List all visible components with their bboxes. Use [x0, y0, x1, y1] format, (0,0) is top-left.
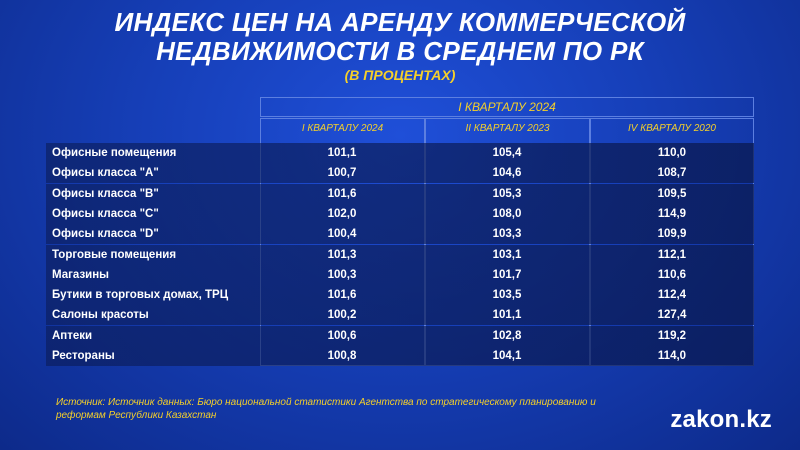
- source-note: Источник: Источник данных: Бюро национал…: [56, 396, 596, 422]
- row-value-col-1: 100,6: [327, 330, 357, 342]
- row-value-col-3: 110,0: [657, 147, 687, 159]
- table-row: [46, 285, 754, 305]
- row-value-col-2: 102,8: [492, 330, 522, 342]
- page-title: ИНДЕКС ЦЕН НА АРЕНДУ КОММЕРЧЕСКОЙ НЕДВИЖ…: [0, 8, 800, 66]
- source-line-2: реформам Республики Казахстан: [56, 410, 217, 421]
- column-header-1: I КВАРТАЛУ 2024: [301, 123, 384, 134]
- row-value-col-1: 100,7: [327, 167, 357, 179]
- row-value-col-2: 108,0: [492, 208, 522, 220]
- page-subtitle: (В ПРОЦЕНТАХ): [344, 67, 456, 83]
- table-row: [46, 163, 754, 183]
- row-value-col-3: 108,7: [657, 167, 687, 179]
- row-value-col-2: 101,1: [492, 309, 522, 321]
- row-label: Офисы класса "D": [52, 228, 159, 240]
- column-header-2: II КВАРТАЛУ 2023: [465, 123, 550, 134]
- group-header: I КВАРТАЛУ 2024: [260, 97, 754, 117]
- row-value-col-3: 109,5: [657, 188, 687, 200]
- row-label: Офисные помещения: [52, 147, 177, 159]
- row-label: Торговые помещения: [52, 249, 177, 261]
- row-value-col-3: 112,1: [657, 249, 687, 261]
- row-label: Магазины: [52, 269, 109, 281]
- row-value-col-1: 100,8: [327, 350, 357, 362]
- row-value-col-1: 100,3: [327, 269, 357, 281]
- row-value-col-3: 112,4: [657, 289, 687, 301]
- row-value-col-1: 101,1: [327, 147, 357, 159]
- row-value-col-3: 119,2: [657, 330, 687, 342]
- row-value-col-2: 104,6: [492, 167, 522, 179]
- table-row: [46, 305, 754, 325]
- row-value-col-3: 114,9: [657, 208, 687, 220]
- row-value-col-2: 101,7: [492, 269, 522, 281]
- table-row: [46, 143, 754, 163]
- row-value-col-3: 114,0: [657, 350, 687, 362]
- title-line-2: НЕДВИЖИМОСТИ В СРЕДНЕМ ПО РК: [156, 36, 644, 66]
- row-value-col-1: 101,3: [327, 249, 357, 261]
- row-value-col-3: 109,9: [657, 228, 687, 240]
- row-value-col-1: 102,0: [327, 208, 357, 220]
- row-label: Офисы класса "C": [52, 208, 159, 220]
- row-label: Рестораны: [52, 350, 115, 362]
- row-value-col-2: 105,4: [492, 147, 522, 159]
- row-label: Офисы класса "A": [52, 167, 159, 179]
- row-value-col-2: 103,3: [492, 228, 522, 240]
- row-label: Салоны красоты: [52, 309, 149, 321]
- row-value-col-3: 110,6: [657, 269, 687, 281]
- table-row: [46, 204, 754, 224]
- brand-logo: zakon.kz: [670, 406, 772, 433]
- row-value-col-3: 127,4: [657, 309, 687, 321]
- column-header-3: IV КВАРТАЛУ 2020: [628, 123, 716, 134]
- table-row: [46, 346, 754, 366]
- table-row: [46, 245, 754, 265]
- row-value-col-1: 100,4: [327, 228, 357, 240]
- row-value-col-1: 101,6: [327, 188, 357, 200]
- row-label: Бутики в торговых домах, ТРЦ: [52, 289, 229, 301]
- table-row: [46, 265, 754, 285]
- row-value-col-1: 100,2: [327, 309, 357, 321]
- row-value-col-2: 104,1: [492, 350, 522, 362]
- row-value-col-2: 105,3: [492, 188, 522, 200]
- table-row: [46, 224, 754, 244]
- table-row: [46, 184, 754, 204]
- row-value-col-1: 101,6: [327, 289, 357, 301]
- title-line-1: ИНДЕКС ЦЕН НА АРЕНДУ КОММЕРЧЕСКОЙ: [114, 7, 686, 37]
- table-row: [46, 326, 754, 346]
- row-label: Аптеки: [52, 330, 93, 342]
- row-label: Офисы класса "B": [52, 188, 159, 200]
- source-line-1: Источник: Источник данных: Бюро национал…: [56, 397, 596, 408]
- row-value-col-2: 103,1: [492, 249, 522, 261]
- row-value-col-2: 103,5: [492, 289, 522, 301]
